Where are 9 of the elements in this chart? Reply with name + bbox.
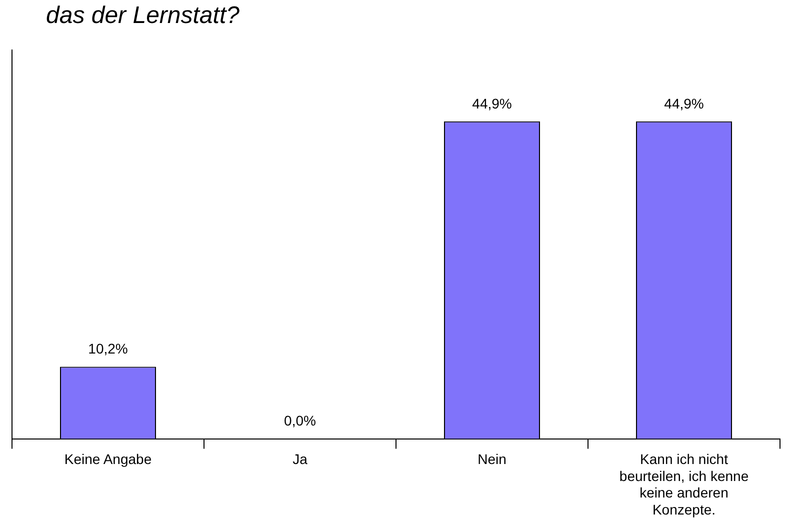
data-label: 44,9%: [664, 95, 704, 112]
x-tick-label: Keine Angabe: [64, 451, 152, 468]
x-tick-label: Kann ich nicht beurteilen, ich kenne keine anderen Konzepte.: [619, 451, 749, 518]
chart-title: das der Lernstatt?: [46, 2, 240, 30]
x-tick-label: Ja: [292, 451, 308, 468]
data-label: 10,2%: [88, 340, 128, 357]
x-tick-label: Nein: [478, 451, 506, 468]
data-label: 44,9%: [472, 95, 512, 112]
data-label: 0,0%: [284, 412, 316, 429]
